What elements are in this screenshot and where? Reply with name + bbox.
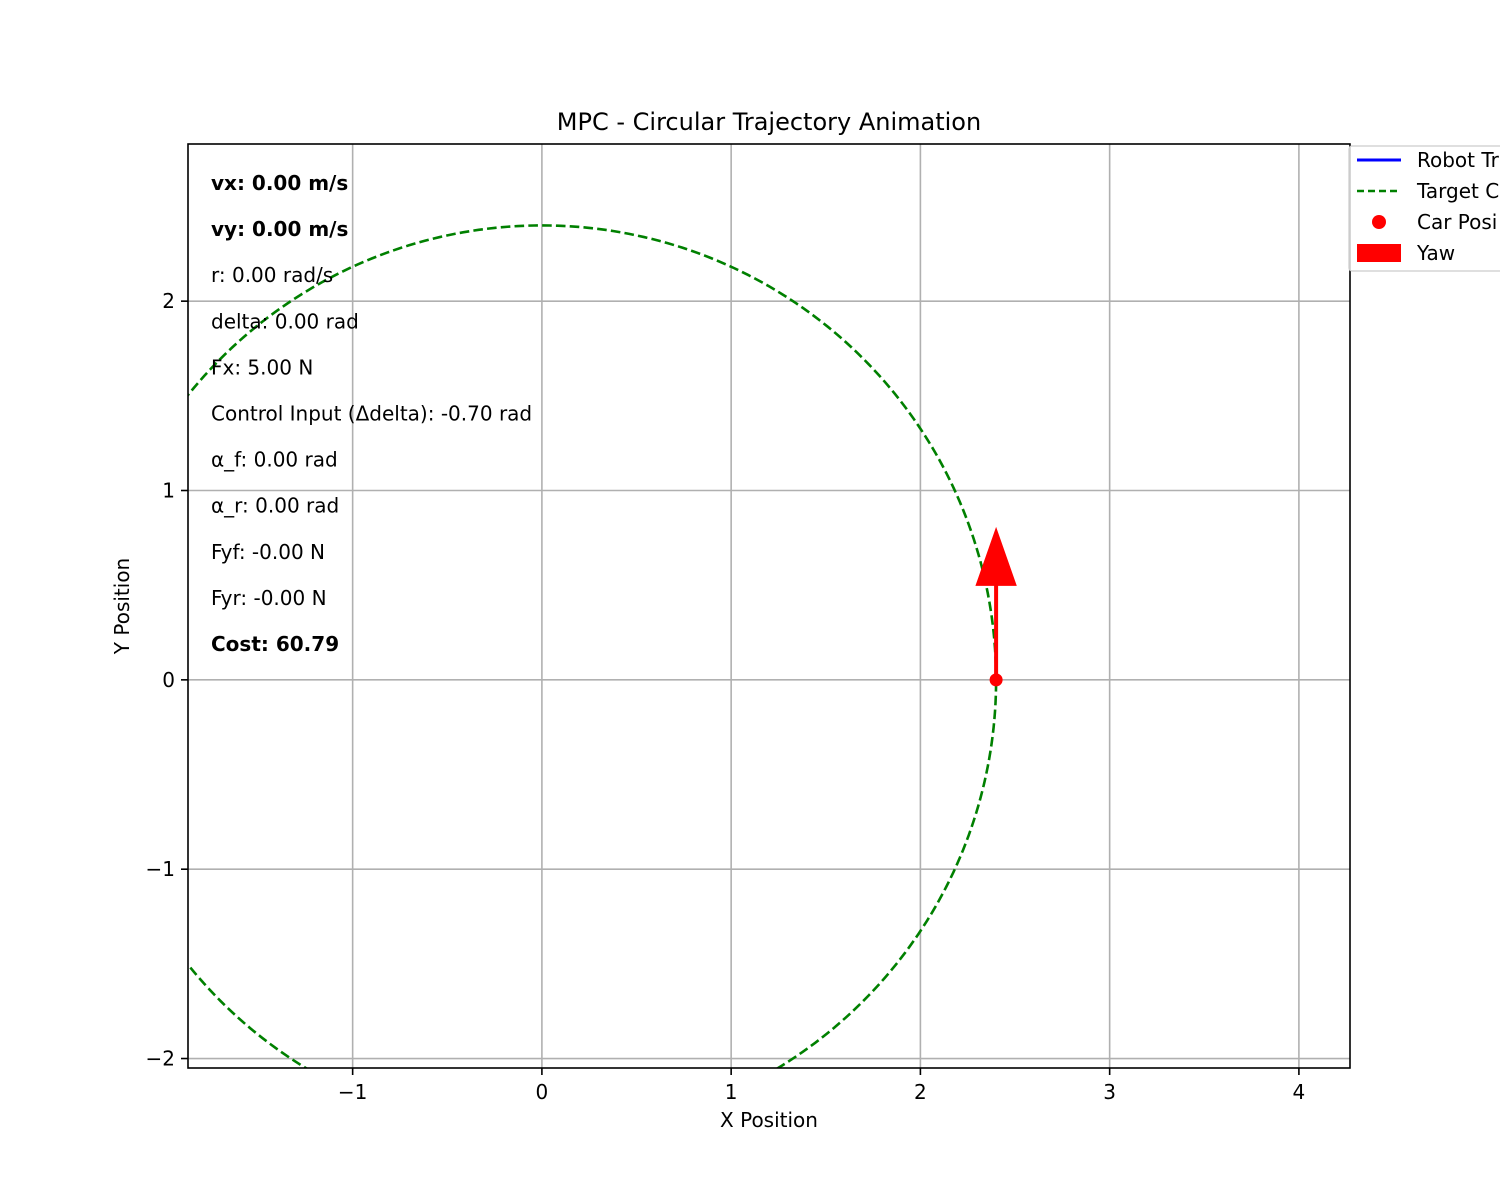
y-tick-label: −1	[146, 857, 175, 881]
info-line: Cost: 60.79	[211, 632, 339, 656]
grid	[188, 144, 1350, 1068]
x-axis-label: X Position	[720, 1108, 818, 1132]
legend-patch-yaw	[1357, 244, 1401, 262]
y-axis-label: Y Position	[110, 558, 134, 655]
info-line: Fx: 5.00 N	[211, 355, 313, 379]
legend-box	[1348, 145, 1500, 272]
info-line: vy: 0.00 m/s	[211, 217, 348, 241]
x-tick-label: 1	[725, 1080, 738, 1104]
y-tick-label: 2	[162, 289, 175, 313]
y-tick-label: −2	[146, 1047, 175, 1071]
target-circle-line	[188, 224, 998, 1068]
info-line: Control Input (Δdelta): -0.70 rad	[211, 402, 532, 426]
info-line: delta: 0.00 rad	[211, 309, 359, 333]
x-tick-label: 4	[1293, 1080, 1306, 1104]
ticks: −1 0 1 2 3 4 −2 −1 0 1 2	[146, 289, 1306, 1104]
info-line: vx: 0.00 m/s	[211, 171, 348, 195]
legend: Robot Tr Target C Car Posi Yaw	[1348, 145, 1500, 272]
info-line: Fyf: -0.00 N	[211, 540, 325, 564]
x-tick-label: 3	[1103, 1080, 1116, 1104]
x-tick-label: 0	[536, 1080, 549, 1104]
x-tick-label: −1	[338, 1080, 367, 1104]
yaw-arrow	[975, 526, 1017, 681]
legend-label: Target C	[1416, 179, 1499, 203]
info-line: α_f: 0.00 rad	[211, 448, 338, 472]
chart-title: MPC - Circular Trajectory Animation	[557, 108, 981, 136]
y-tick-label: 1	[162, 479, 175, 503]
x-tick-label: 2	[914, 1080, 927, 1104]
legend-marker-car-position	[1372, 215, 1386, 229]
car-position-marker	[989, 673, 1003, 687]
info-line: r: 0.00 rad/s	[211, 263, 333, 287]
info-line: Fyr: -0.00 N	[211, 586, 327, 610]
info-line: α_r: 0.00 rad	[211, 494, 339, 518]
legend-label: Yaw	[1416, 241, 1455, 265]
legend-label: Car Posi	[1417, 210, 1497, 234]
y-tick-label: 0	[162, 668, 175, 692]
legend-label: Robot Tr	[1417, 148, 1500, 172]
plot-area	[188, 224, 1017, 1068]
axes-frame	[187, 143, 1351, 1069]
info-panel: vx: 0.00 m/s vy: 0.00 m/s r: 0.00 rad/s del…	[211, 171, 532, 656]
